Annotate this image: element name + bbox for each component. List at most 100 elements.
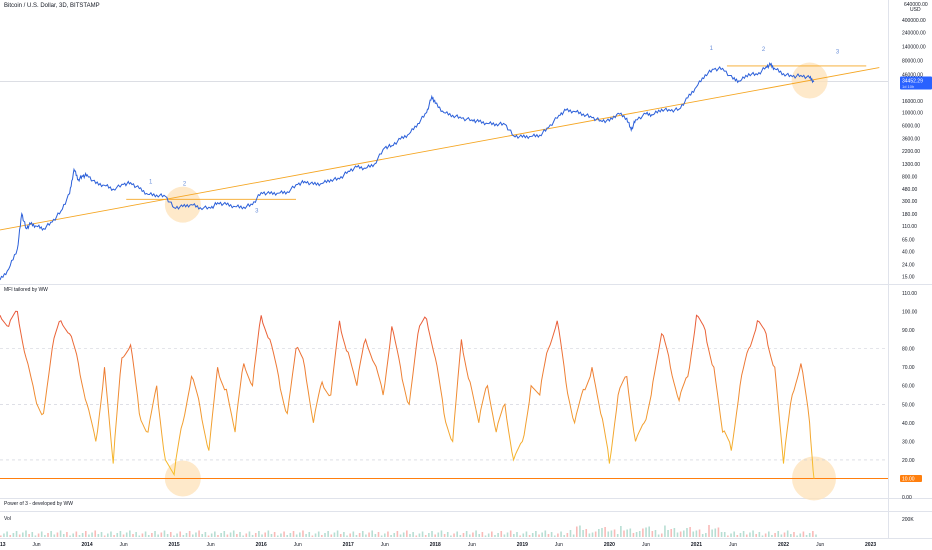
volume-bar — [591, 532, 594, 537]
volume-bar — [72, 533, 74, 537]
volume-bar — [358, 533, 361, 537]
volume-bar — [239, 532, 241, 537]
volume-bar — [575, 526, 578, 537]
volume-bar — [94, 530, 97, 537]
volume-bar — [270, 534, 273, 537]
volume-bar — [626, 529, 628, 537]
volume-bar — [472, 532, 474, 537]
volume-bar — [191, 534, 194, 537]
volume-bar — [771, 535, 773, 537]
time-axis-tick-label: 2015 — [169, 542, 180, 548]
volume-bar — [812, 531, 814, 537]
mfi-axis-tick-label: 100.00 — [902, 310, 918, 316]
volume-bar — [273, 532, 276, 537]
price-axis-tick-label: 2200.00 — [902, 149, 920, 155]
volume-bar — [660, 533, 663, 537]
volume-bar — [761, 535, 764, 537]
volume-bar — [387, 531, 389, 537]
volume-bar — [69, 535, 71, 537]
volume-bar — [415, 535, 418, 537]
volume-bar — [701, 534, 704, 537]
volume-bar — [365, 534, 367, 537]
volume-bar — [421, 531, 424, 537]
volume-bar — [424, 535, 427, 537]
volume-bar — [198, 530, 200, 537]
volume-bar — [607, 531, 610, 537]
volume-bar — [777, 531, 780, 537]
mfi-axis-tick-label: 110.00 — [902, 291, 917, 297]
mfi-axis-tick-label: 0.00 — [902, 495, 912, 501]
volume-bar — [0, 535, 2, 537]
time-axis-tick-label: Jun — [120, 542, 128, 548]
volume-bar — [497, 533, 499, 537]
volume-bar — [648, 526, 650, 537]
time-axis-tick-label: 2013 — [0, 542, 6, 548]
mfi-axis-tick-label: 40.00 — [902, 421, 915, 427]
volume-bar — [569, 530, 572, 537]
volume-bar — [204, 532, 207, 537]
volume-bar — [708, 525, 710, 537]
volume-bar — [503, 534, 506, 537]
volume-bar — [560, 531, 562, 537]
volume-bar — [525, 531, 528, 537]
volume-bar — [418, 533, 421, 537]
volume-bar — [314, 533, 317, 537]
volume-bar — [585, 529, 588, 537]
volume-bar — [698, 529, 701, 537]
volume-bar — [538, 534, 540, 537]
volume-bar — [261, 534, 263, 537]
highlight-circle — [164, 186, 201, 223]
volume-bar — [28, 534, 30, 537]
volume-bar — [588, 533, 591, 537]
volume-bar — [113, 535, 115, 537]
volume-bar — [3, 533, 5, 537]
mfi-series-line — [0, 310, 815, 479]
volume-bar — [390, 535, 392, 537]
volume-bar — [214, 531, 216, 537]
volume-bar — [292, 531, 295, 537]
volume-bar — [739, 533, 742, 537]
wave-annotation: 1 — [710, 46, 714, 52]
volume-bar — [324, 533, 326, 537]
volume-bar — [217, 535, 219, 537]
volume-bar — [251, 535, 254, 537]
volume-bar — [475, 530, 477, 537]
volume-bar — [47, 533, 49, 537]
volume-bar — [500, 531, 503, 537]
volume-bar — [613, 529, 616, 537]
chart-title: Bitcoin / U.S. Dollar, 3D, BITSTAMP — [4, 3, 100, 9]
volume-bar — [478, 534, 481, 537]
volume-bar — [535, 531, 537, 537]
volume-bar — [723, 532, 726, 537]
price-axis-tick-label: 140000.00 — [902, 44, 926, 50]
volume-bar — [456, 531, 458, 537]
time-axis-tick-label: 2023 — [865, 542, 876, 548]
volume-bar — [9, 535, 12, 537]
volume-bar — [673, 528, 676, 537]
volume-bar — [557, 533, 559, 537]
volume-bar — [402, 532, 405, 537]
last-price-value: 34452.29 — [902, 79, 923, 85]
volume-bar — [305, 534, 307, 537]
volume-bar — [519, 535, 521, 537]
price-axis-tick-label: 15.00 — [902, 274, 915, 280]
mfi-axis-tick-label: 80.00 — [902, 347, 915, 353]
volume-bar — [616, 534, 619, 537]
volume-bar — [749, 532, 751, 537]
volume-bar — [632, 533, 635, 537]
volume-bar — [56, 532, 59, 537]
time-axis-tick-label: Jun — [555, 542, 563, 548]
volume-bar — [122, 534, 125, 537]
time-axis-tick-label: Jun — [468, 542, 476, 548]
volume-bar — [727, 535, 729, 537]
volume-bar — [15, 531, 18, 537]
price-axis-tick-label: 800.00 — [902, 174, 918, 180]
volume-bar — [267, 530, 270, 537]
volume-bar — [604, 527, 606, 537]
volume-bar — [280, 533, 282, 537]
volume-bar — [339, 534, 342, 537]
volume-bar — [755, 534, 758, 537]
time-axis-tick-label: 2018 — [430, 542, 441, 548]
volume-bar — [336, 530, 339, 537]
